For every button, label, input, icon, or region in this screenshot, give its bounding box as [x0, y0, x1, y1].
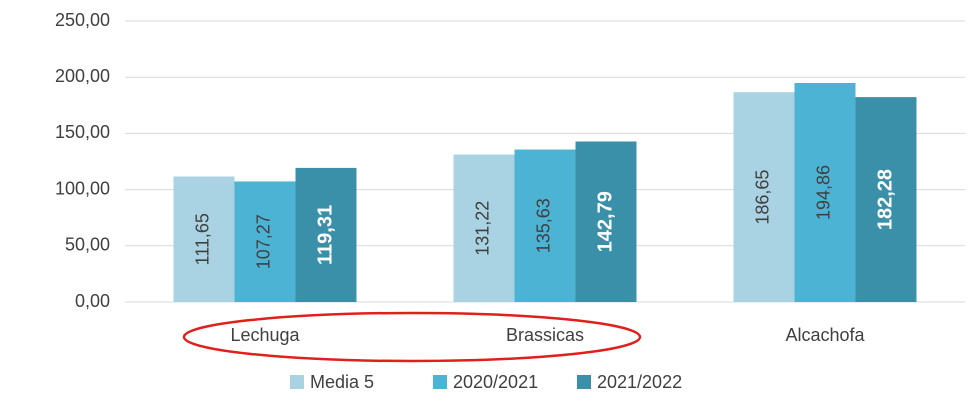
y-tick-label: 200,00 — [55, 66, 110, 86]
legend-label: 2020/2021 — [453, 372, 538, 392]
y-tick-label: 150,00 — [55, 122, 110, 142]
legend-label: 2021/2022 — [597, 372, 682, 392]
y-tick-label: 0,00 — [75, 291, 110, 311]
highlight-ellipse — [182, 311, 642, 363]
legend-swatch — [433, 375, 447, 389]
bar — [575, 141, 637, 302]
value-label: 131,22 — [473, 201, 493, 256]
value-label: 142,79 — [594, 191, 616, 252]
y-tick-label: 100,00 — [55, 178, 110, 198]
bar — [855, 97, 917, 302]
x-tick-label: Lechuga — [230, 325, 300, 345]
value-label: 182,28 — [874, 169, 896, 230]
bar — [234, 181, 296, 302]
x-tick-label: Brassicas — [506, 325, 584, 345]
bar — [453, 154, 515, 302]
value-label: 119,31 — [314, 205, 336, 265]
legend-label: Media 5 — [310, 372, 374, 392]
value-label: 107,27 — [254, 214, 274, 269]
value-label: 194,86 — [814, 165, 834, 220]
y-tick-label: 50,00 — [65, 235, 110, 255]
x-tick-label: Alcachofa — [785, 325, 865, 345]
bar — [173, 176, 235, 302]
y-tick-label: 250,00 — [55, 10, 110, 30]
value-label: 111,65 — [193, 213, 213, 265]
bar — [514, 149, 576, 302]
bar — [794, 82, 856, 303]
bar — [295, 167, 357, 302]
value-label: 135,63 — [534, 198, 554, 253]
bar — [733, 92, 795, 302]
legend-swatch — [577, 375, 591, 389]
legend-swatch — [290, 375, 304, 389]
value-label: 186,65 — [753, 170, 773, 225]
